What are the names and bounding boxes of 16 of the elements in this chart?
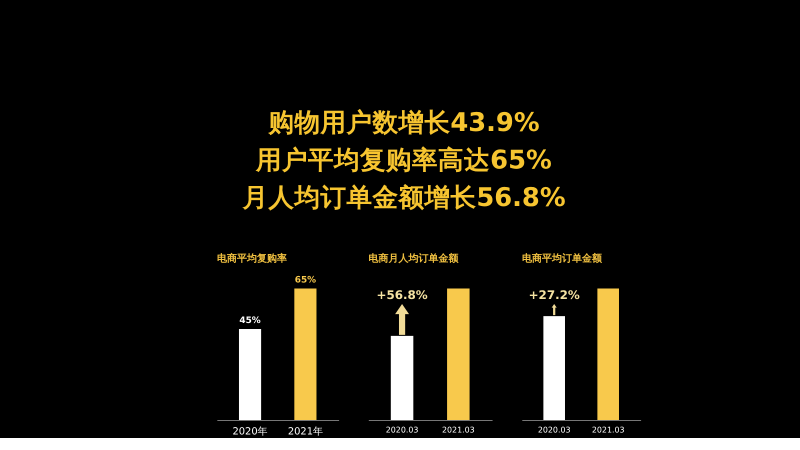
chart-title: 电商平均复购率: [216, 252, 287, 265]
chart-title: 电商平均订单金额: [522, 252, 603, 265]
data-label: 65%: [294, 276, 316, 286]
x-tick-label: 2021.03: [442, 425, 475, 434]
x-tick-label: 2021年: [288, 425, 323, 438]
text: 月人均订单金额增长56.8%: [241, 183, 566, 214]
x-tick-label: 2021.03: [592, 425, 625, 434]
chart-title: 电商月人均订单金额: [368, 252, 460, 265]
annotation: +56.8%: [376, 288, 428, 302]
data-label: 45%: [239, 316, 261, 326]
x-tick-label: 2020.03: [538, 425, 571, 434]
annotation: +27.2%: [528, 288, 580, 302]
x-tick-label: 2020.03: [386, 425, 418, 434]
x-tick-label: 2020年: [232, 425, 268, 438]
text: 购物用户数增长43.9%: [267, 108, 540, 138]
text: 用户平均复购率高达65%: [255, 146, 552, 176]
